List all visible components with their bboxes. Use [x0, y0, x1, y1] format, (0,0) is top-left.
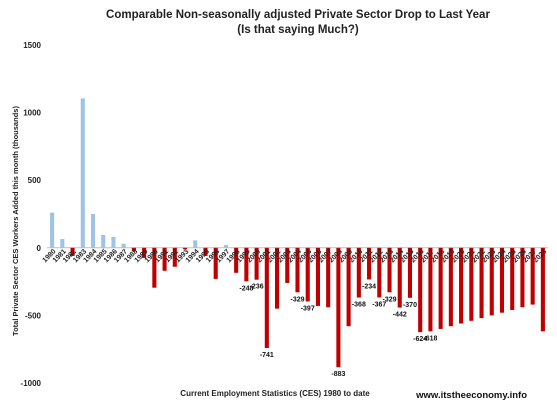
bar-2006 [315, 247, 320, 306]
y-tick-label: -1000 [21, 379, 42, 388]
bar-1993 [182, 247, 188, 250]
bar-2022 [479, 247, 484, 319]
bar-2027 [530, 247, 535, 305]
bar-2009 [346, 247, 351, 327]
bar-2024 [499, 247, 505, 313]
data-label: -370 [403, 302, 417, 309]
y-tick-label: 1500 [23, 41, 41, 50]
data-label: -329 [290, 296, 304, 303]
bar-2013 [387, 247, 392, 293]
data-label: -236 [250, 284, 264, 291]
data-label: -618 [423, 335, 437, 342]
bar-1983 [80, 98, 85, 248]
x-axis-categories: 1980198119821983198419851986198719881989… [42, 248, 549, 264]
bar-2010 [356, 247, 361, 298]
bar-1991 [162, 247, 167, 271]
data-label: -442 [393, 312, 407, 319]
y-tick-label: 1000 [23, 109, 41, 118]
chart-title: Comparable Non-seasonally adjusted Priva… [106, 9, 490, 21]
bar-1987 [121, 243, 126, 248]
bar-2020 [459, 247, 464, 324]
bar-1990 [152, 247, 157, 288]
bar-2016 [418, 247, 423, 333]
x-axis-label: Current Employment Statistics (CES) 1980… [180, 389, 370, 398]
bar-2011 [367, 247, 372, 280]
bar-2004 [295, 247, 300, 293]
bar-2002 [275, 247, 280, 309]
bar-1980 [50, 212, 55, 248]
bars [50, 98, 545, 368]
bar-2000 [254, 247, 259, 280]
bar-1982 [70, 247, 75, 256]
bar-1994 [193, 240, 198, 248]
bar-1988 [131, 247, 136, 252]
bar-1984 [90, 214, 96, 248]
bar-2014 [397, 247, 402, 308]
bar-1996 [213, 247, 218, 279]
bar-2026 [520, 247, 525, 308]
bar-1998 [234, 247, 239, 273]
bar-2021 [469, 247, 474, 321]
bar-2015 [407, 247, 413, 298]
y-tick-label: -500 [25, 311, 42, 320]
y-axis: 1500 1000 500 0 -500 -1000 [21, 41, 42, 388]
y-tick-label: 0 [37, 244, 42, 253]
data-label: -367 [372, 301, 386, 308]
bar-2028 [540, 247, 545, 332]
bar-2012 [377, 247, 382, 298]
data-label: -234 [362, 283, 376, 290]
bar-2018 [438, 247, 443, 329]
data-label: -883 [331, 371, 345, 378]
bar-1986 [111, 236, 116, 248]
bar-1992 [172, 247, 177, 267]
bar-1989 [142, 247, 147, 258]
data-label: -368 [352, 302, 366, 309]
bar-1999 [244, 247, 249, 282]
bar-2017 [428, 247, 433, 332]
y-tick-label: 500 [28, 176, 42, 185]
bar-2001 [264, 247, 269, 348]
bar-1995 [203, 247, 208, 256]
bar-2007 [326, 247, 331, 308]
bar-1981 [60, 239, 65, 248]
chart-subtitle: (Is that saying Much?) [237, 24, 359, 36]
bar-2025 [510, 247, 515, 310]
bar-2008 [336, 247, 341, 368]
bar-2003 [285, 247, 290, 283]
data-label: -624 [413, 336, 427, 343]
data-labels: -248-236-741-329-397-883-368-234-367-329… [239, 283, 437, 378]
bar-2023 [489, 247, 494, 316]
bar-1997 [223, 245, 228, 248]
data-label: -741 [260, 352, 274, 359]
bar-2005 [305, 247, 310, 302]
credit-text: www.itstheeconomy.info [415, 390, 527, 401]
data-label: -329 [383, 296, 397, 303]
bar-2019 [448, 247, 453, 327]
y-axis-label: Total Private Sector CES Workers Added t… [11, 106, 20, 336]
data-label: -248 [239, 285, 253, 292]
bar-1985 [101, 234, 106, 248]
data-label: -397 [301, 305, 315, 312]
